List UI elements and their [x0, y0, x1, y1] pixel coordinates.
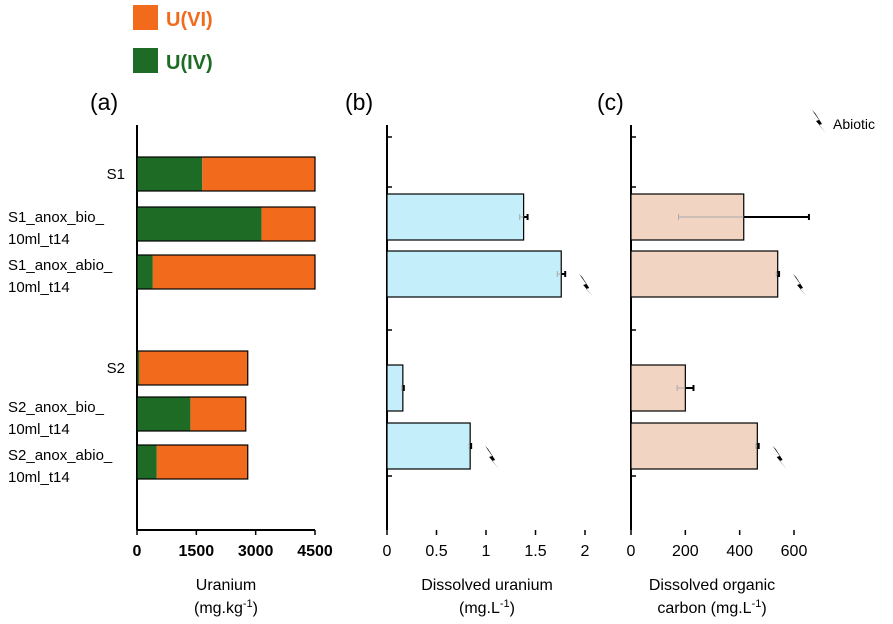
bar-u-iv [137, 397, 191, 431]
x-tick-label-c: 0 [627, 543, 636, 560]
bar-u-iv [137, 255, 153, 289]
lightning-bolt-icon [772, 446, 787, 469]
x-axis-title-a: Uranium [196, 577, 256, 594]
panel-label-c: (c) [597, 89, 624, 115]
svg-text:S1_anox_bio_: S1_anox_bio_ [8, 209, 105, 226]
category-label: S1_anox_bio_ 10ml_t14 [8, 209, 105, 248]
x-tick-label-b: 1 [482, 543, 491, 560]
x-tick-label-a: 3000 [238, 543, 274, 560]
legend-swatch-u-vi [133, 5, 158, 30]
legend-swatch-u-iv [133, 48, 158, 73]
x-tick-label-b: 1.5 [524, 543, 546, 560]
bar-c [630, 250, 779, 298]
svg-text:S2: S2 [107, 360, 125, 377]
bar-u-iv [137, 207, 262, 241]
lightning-bolt-icon [485, 446, 500, 469]
bar-u-vi [261, 207, 315, 241]
x-tick-label-b: 0.5 [425, 543, 447, 560]
bar-u-iv [137, 445, 157, 479]
bar-u-vi [190, 397, 246, 431]
svg-text:10ml_t14: 10ml_t14 [8, 231, 70, 248]
bar-b [386, 193, 525, 241]
lightning-bolt-icon [579, 274, 594, 297]
x-tick-label-c: 600 [781, 543, 808, 560]
bar-u-vi [139, 351, 248, 385]
bar-u-iv [137, 157, 203, 191]
bar-outline [136, 156, 316, 192]
bar-b [386, 422, 471, 470]
bar-b [386, 364, 404, 412]
bar-c [630, 422, 758, 470]
svg-text:S1_anox_abio_: S1_anox_abio_ [8, 257, 113, 274]
bar-outline [136, 396, 247, 432]
svg-text:10ml_t14: 10ml_t14 [8, 279, 70, 296]
bar-outline [136, 206, 316, 242]
x-tick-label-c: 200 [672, 543, 699, 560]
category-label: S2_anox_bio_ 10ml_t14 [8, 399, 105, 438]
x-tick-label-a: 0 [133, 543, 142, 560]
bar-outline [136, 254, 316, 290]
legend-label-u-vi: U(VI) [166, 9, 213, 31]
x-tick-label-c: 400 [726, 543, 753, 560]
x-tick-label-a: 1500 [179, 543, 215, 560]
x-axis-unit-a: (mg.kg-1) [194, 598, 258, 617]
abiotic-legend-label: Abiotic [833, 116, 875, 132]
category-label: S1 [107, 166, 125, 183]
x-axis-unit-b: (mg.L-1) [459, 598, 515, 617]
x-axis-unit-c: carbon (mg.L-1) [657, 598, 766, 617]
panel-label-b: (b) [345, 89, 373, 115]
svg-text:S2_anox_bio_: S2_anox_bio_ [8, 399, 105, 416]
bar-u-iv [137, 351, 140, 385]
bar-outline [136, 350, 249, 386]
x-tick-label-b: 2 [581, 543, 590, 560]
svg-text:S2_anox_abio_: S2_anox_abio_ [8, 447, 113, 464]
category-label: S2 [107, 360, 125, 377]
legend-label-u-iv: U(IV) [166, 52, 213, 74]
svg-text:10ml_t14: 10ml_t14 [8, 421, 70, 438]
bar-u-vi [156, 445, 248, 479]
x-axis-title-c: Dissolved organic [649, 577, 775, 594]
bar-outline [136, 444, 249, 480]
x-tick-label-b: 0 [383, 543, 392, 560]
bar-u-vi [202, 157, 315, 191]
category-label: S2_anox_abio_ 10ml_t14 [8, 447, 113, 486]
svg-text:10ml_t14: 10ml_t14 [8, 469, 70, 486]
lightning-bolt-icon [793, 274, 808, 297]
x-axis-title-b: Dissolved uranium [421, 577, 553, 594]
bar-c [630, 364, 686, 412]
bar-u-vi [152, 255, 315, 289]
category-label: S1_anox_abio_ 10ml_t14 [8, 257, 113, 296]
bar-b [386, 250, 562, 298]
svg-text:S1: S1 [107, 166, 125, 183]
x-tick-label-a: 4500 [297, 543, 333, 560]
panel-label-a: (a) [90, 89, 118, 115]
lightning-bolt-icon [812, 110, 826, 133]
